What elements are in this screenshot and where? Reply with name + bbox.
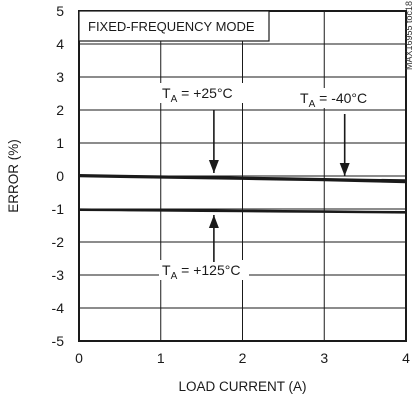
- watermark-code: MAX16955 toc18: [404, 1, 414, 70]
- annotation-bg: [159, 260, 249, 280]
- series-line: [78, 208, 407, 214]
- y-tick-label: -2: [52, 234, 65, 250]
- y-tick-label: 4: [56, 36, 64, 52]
- y-tick-label: -5: [52, 333, 65, 349]
- y-tick-label: -3: [52, 267, 65, 283]
- annotation-arrowhead: [208, 159, 219, 173]
- series-group: [78, 174, 407, 214]
- y-tick-label: 5: [56, 3, 64, 19]
- annotations: TA = +25°C TA = -40°C TA = +125°C: [159, 83, 387, 282]
- x-tick-label: 4: [402, 350, 410, 366]
- mode-label: FIXED-FREQUENCY MODE: [88, 19, 255, 34]
- series-line: [78, 174, 407, 184]
- y-tick-label: 1: [56, 135, 64, 151]
- x-tick-label: 0: [75, 350, 83, 366]
- y-tick-label: -4: [52, 300, 65, 316]
- y-tick-label: 0: [56, 168, 64, 184]
- annotation-label: TA = -40°C: [297, 88, 387, 176]
- annotation-arrowhead: [208, 214, 219, 228]
- annotation-bg: [297, 88, 387, 108]
- x-tick-label: 1: [157, 350, 165, 366]
- mode-label-box: FIXED-FREQUENCY MODE: [78, 10, 270, 42]
- annotation-label: TA = +25°C: [159, 83, 249, 173]
- y-tick-label: 3: [56, 69, 64, 85]
- annotation-arrowhead: [339, 162, 350, 176]
- x-tick-labels: 0 1 2 3 4: [75, 350, 410, 366]
- x-tick-label: 3: [320, 350, 328, 366]
- y-tick-labels: 5 4 3 2 1 0 -1 -2 -3 -4 -5: [52, 3, 65, 349]
- x-tick-label: 2: [239, 350, 247, 366]
- annotation-text: TA = +125°C: [162, 262, 240, 282]
- grid: [79, 11, 406, 341]
- x-axis-title: LOAD CURRENT (A): [178, 379, 306, 394]
- annotation-text: TA = +25°C: [162, 85, 233, 105]
- y-tick-label: -1: [52, 201, 65, 217]
- annotation-label: TA = +125°C: [159, 214, 249, 282]
- annotation-text: TA = -40°C: [300, 90, 367, 110]
- y-tick-label: 2: [56, 102, 64, 118]
- annotation-bg: [159, 83, 249, 103]
- y-axis-title: ERROR (%): [6, 139, 21, 213]
